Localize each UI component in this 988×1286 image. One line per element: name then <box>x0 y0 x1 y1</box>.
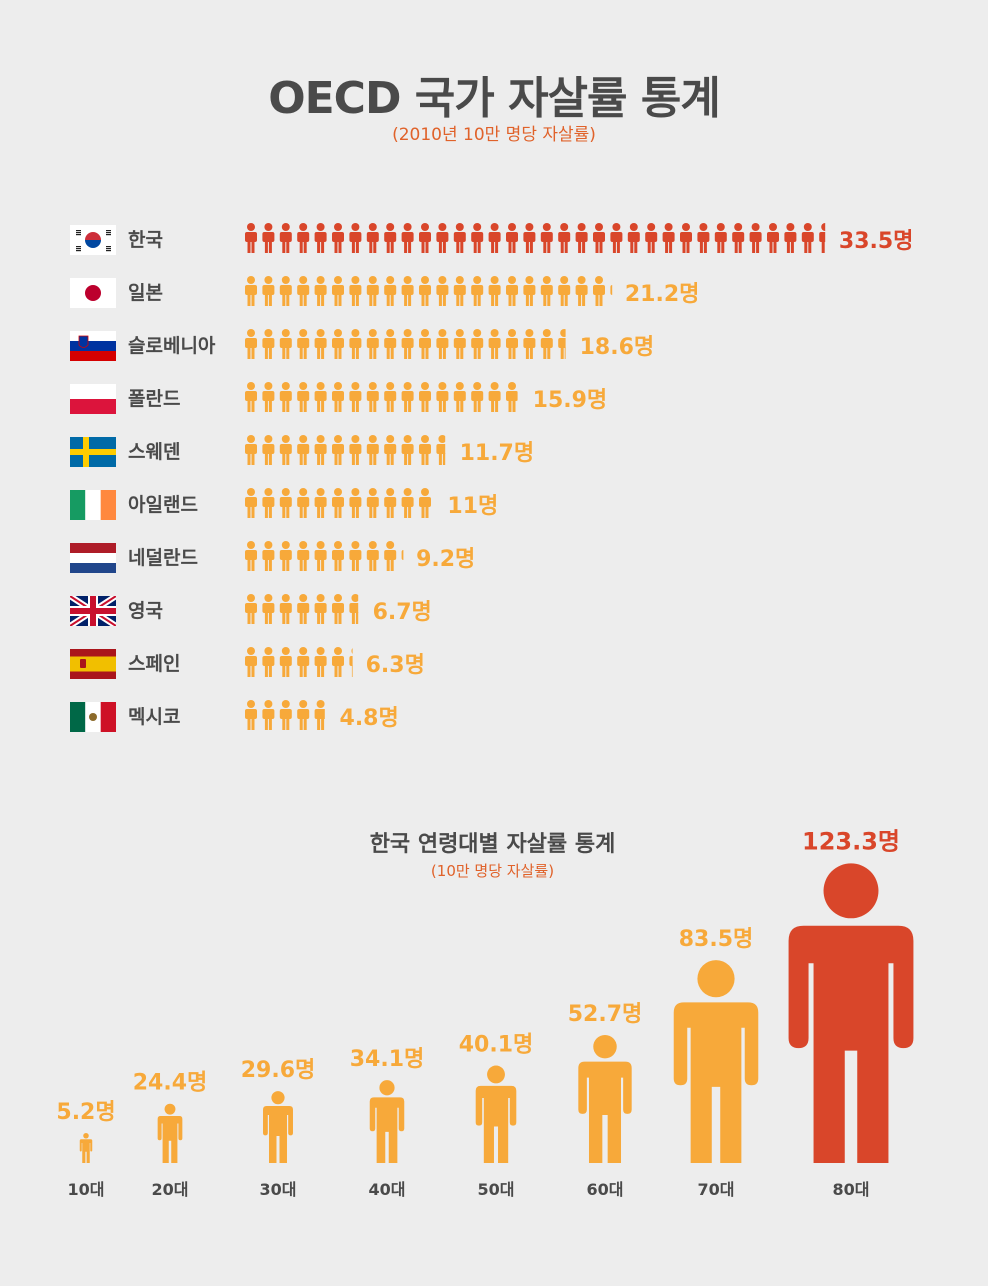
value-label: 15.9명 <box>533 388 608 413</box>
value-label: 33.5명 <box>839 229 914 254</box>
spain-flag-icon <box>70 649 116 679</box>
age-figure: 83.5명 70대 <box>673 927 759 1199</box>
age-figure: 29.6명 30대 <box>241 1058 316 1199</box>
country-row: 네덜란드 9.2명 <box>70 541 475 573</box>
country-label: 슬로베니아 <box>128 335 216 357</box>
bar <box>245 435 446 465</box>
age-figure: 123.3명 80대 <box>788 827 914 1199</box>
bar <box>245 541 404 571</box>
bar <box>245 223 826 253</box>
bar <box>245 329 566 359</box>
country-label: 폴란드 <box>128 388 180 410</box>
value-label: 24.4명 <box>133 1071 208 1096</box>
bar <box>245 700 325 730</box>
ireland-flag-icon <box>70 490 116 520</box>
value-label: 21.2명 <box>625 282 700 307</box>
country-label: 멕시코 <box>128 706 180 728</box>
country-label: 일본 <box>128 282 163 304</box>
age-label: 20대 <box>152 1180 189 1199</box>
age-label: 60대 <box>587 1180 624 1199</box>
country-label: 아일랜드 <box>128 494 198 516</box>
value-label: 4.8명 <box>340 706 399 731</box>
bar <box>245 382 518 412</box>
age-figure: 34.1명 40대 <box>350 1047 425 1199</box>
age-figure: 24.4명 20대 <box>133 1071 208 1199</box>
chart-title: OECD 국가 자살률 통계 <box>268 73 721 124</box>
country-row: 멕시코 4.8명 <box>70 700 399 732</box>
value-label: 11명 <box>447 494 498 519</box>
age-figure: 5.2명 10대 <box>56 1100 115 1199</box>
country-row: 스페인 6.3명 <box>70 647 425 679</box>
value-label: 52.7명 <box>568 1002 643 1027</box>
age-label: 40대 <box>369 1180 406 1199</box>
value-label: 83.5명 <box>679 927 754 952</box>
country-row: 한국 33.5명 <box>70 223 913 255</box>
age-label: 50대 <box>478 1180 515 1199</box>
value-label: 9.2명 <box>416 547 475 572</box>
value-label: 40.1명 <box>459 1033 534 1058</box>
mexico-flag-icon <box>70 702 116 732</box>
value-label: 18.6명 <box>580 335 655 360</box>
age-chart-title: 한국 연령대별 자살률 통계 <box>369 832 616 857</box>
country-label: 스페인 <box>128 653 180 675</box>
country-row: 스웨덴 11.7명 <box>70 435 534 467</box>
value-label: 5.2명 <box>56 1100 115 1125</box>
country-label: 네덜란드 <box>128 547 198 569</box>
country-row: 폴란드 15.9명 <box>70 382 607 414</box>
country-row: 슬로베니아 18.6명 <box>70 329 654 361</box>
bar <box>245 647 353 677</box>
value-label: 6.7명 <box>373 600 432 625</box>
value-label: 29.6명 <box>241 1058 316 1083</box>
japan-flag-icon <box>70 278 116 308</box>
country-row: 아일랜드 11명 <box>70 488 498 520</box>
poland-flag-icon <box>70 384 116 414</box>
country-row: 영국 6.7명 <box>70 594 432 626</box>
age-label: 80대 <box>833 1180 870 1199</box>
slovenia-flag-icon <box>70 331 116 361</box>
country-label: 영국 <box>128 600 163 622</box>
bar <box>245 276 613 306</box>
chart-subtitle: (2010년 10만 명당 자살률) <box>392 125 596 145</box>
uk-flag-icon <box>70 596 116 626</box>
value-label: 11.7명 <box>460 441 535 466</box>
sweden-flag-icon <box>70 437 116 467</box>
country-label: 스웨덴 <box>128 441 180 463</box>
value-label: 123.3명 <box>802 827 900 855</box>
bar <box>245 488 431 518</box>
age-label: 70대 <box>698 1180 735 1199</box>
age-label: 10대 <box>68 1180 105 1199</box>
value-label: 6.3명 <box>366 653 425 678</box>
value-label: 34.1명 <box>350 1047 425 1072</box>
netherlands-flag-icon <box>70 543 116 573</box>
age-figure: 52.7명 60대 <box>568 1002 643 1199</box>
age-chart-subtitle: (10만 명당 자살률) <box>430 862 555 880</box>
country-label: 한국 <box>128 229 163 251</box>
bar <box>245 594 359 624</box>
country-row: 일본 21.2명 <box>70 276 699 308</box>
age-figure: 40.1명 50대 <box>459 1033 534 1199</box>
korea-flag-icon <box>70 225 116 255</box>
age-label: 30대 <box>260 1180 297 1199</box>
